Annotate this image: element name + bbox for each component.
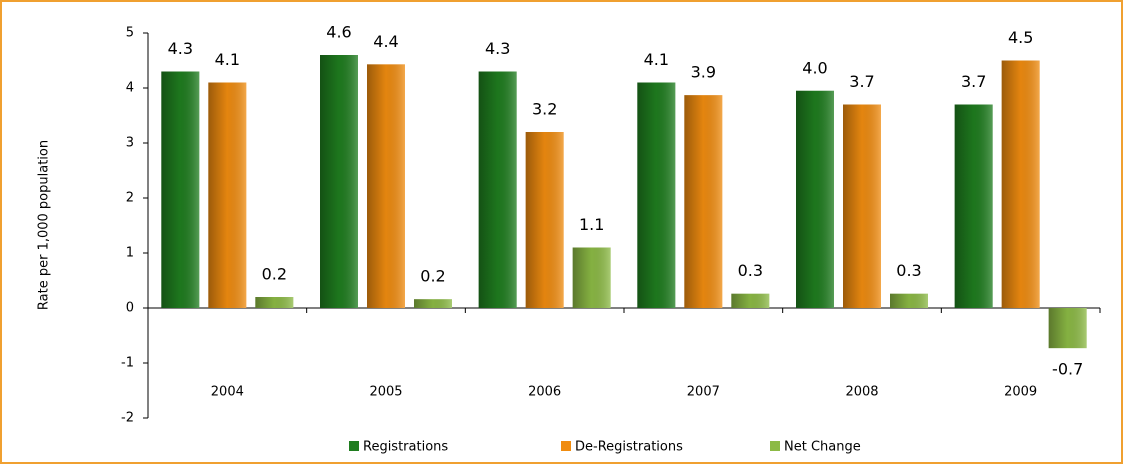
bar-shade bbox=[255, 297, 294, 308]
y-tick-label: 1 bbox=[126, 246, 134, 261]
x-tick-label: 2004 bbox=[211, 385, 244, 400]
value-label: 4.4 bbox=[373, 32, 398, 51]
value-label: 3.2 bbox=[532, 100, 557, 119]
bar-shade bbox=[637, 82, 676, 308]
bar-shade bbox=[367, 64, 405, 308]
x-tick-label: 2007 bbox=[687, 385, 720, 400]
y-tick-label: -2 bbox=[121, 411, 134, 426]
value-label: 4.0 bbox=[802, 58, 827, 77]
value-label: 4.5 bbox=[1008, 28, 1033, 47]
x-tick-label: 2009 bbox=[1004, 385, 1037, 400]
value-label: 4.1 bbox=[644, 50, 669, 69]
bar-shade bbox=[843, 104, 881, 308]
value-label: 0.2 bbox=[420, 267, 445, 286]
value-label: 3.7 bbox=[961, 72, 986, 91]
bar-shade bbox=[1048, 308, 1087, 349]
value-label: 4.6 bbox=[326, 23, 351, 42]
legend-label: Net Change bbox=[784, 440, 861, 455]
legend-label: Registrations bbox=[363, 440, 448, 455]
x-tick-label: 2006 bbox=[528, 385, 561, 400]
y-tick-label: 2 bbox=[126, 191, 134, 206]
y-tick-label: 4 bbox=[126, 81, 134, 96]
bar-shade bbox=[684, 95, 723, 309]
value-label: 0.3 bbox=[896, 261, 921, 280]
value-label: 4.3 bbox=[485, 39, 510, 58]
value-label: -0.7 bbox=[1052, 360, 1083, 379]
legend-swatch bbox=[561, 441, 571, 451]
value-label: 3.9 bbox=[691, 63, 716, 82]
y-tick-label: 5 bbox=[126, 26, 134, 41]
y-tick-label: -1 bbox=[121, 356, 134, 371]
bar-shade bbox=[161, 71, 200, 308]
legend-label: De-Registrations bbox=[575, 440, 683, 455]
bar-shade bbox=[478, 71, 517, 308]
y-tick-label: 3 bbox=[126, 136, 134, 151]
x-tick-label: 2005 bbox=[369, 385, 402, 400]
bar-shade bbox=[796, 90, 834, 308]
x-tick-label: 2008 bbox=[845, 385, 878, 400]
value-label: 4.1 bbox=[215, 50, 240, 69]
bar-shade bbox=[1001, 60, 1040, 308]
y-tick-label: 0 bbox=[126, 301, 134, 316]
bar-shade bbox=[525, 132, 564, 308]
bar-shade bbox=[320, 55, 358, 308]
value-label: 4.3 bbox=[168, 39, 193, 58]
bar-shade bbox=[414, 299, 452, 308]
value-label: 0.3 bbox=[738, 261, 763, 280]
legend-swatch bbox=[770, 441, 780, 451]
bar-shade bbox=[208, 82, 247, 308]
value-label: 0.2 bbox=[262, 265, 287, 284]
value-label: 3.7 bbox=[849, 72, 874, 91]
legend-swatch bbox=[349, 441, 359, 451]
bar-shade bbox=[731, 293, 770, 308]
bar-shade bbox=[954, 104, 993, 308]
bar-shade bbox=[890, 293, 928, 308]
bar-shade bbox=[572, 247, 611, 308]
y-axis-label: Rate per 1,000 population bbox=[37, 140, 52, 310]
value-label: 1.1 bbox=[579, 215, 604, 234]
